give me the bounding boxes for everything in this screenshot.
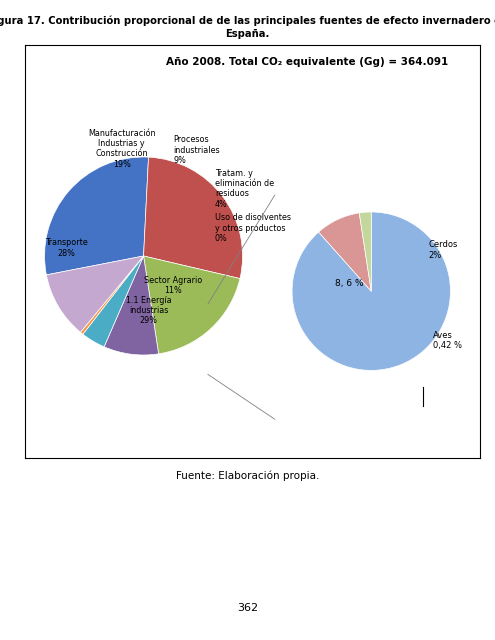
Text: 362: 362 (237, 603, 258, 613)
Text: Procesos
industriales
9%: Procesos industriales 9% (173, 135, 220, 165)
Wedge shape (359, 212, 371, 291)
Text: Figura 17. Contribución proporcional de de las principales fuentes de efecto inv: Figura 17. Contribución proporcional de … (0, 16, 495, 26)
Wedge shape (83, 256, 144, 347)
Wedge shape (47, 256, 144, 332)
Text: Aves
0,42 %: Aves 0,42 % (433, 331, 462, 350)
Text: España.: España. (225, 29, 270, 39)
Wedge shape (144, 157, 243, 278)
Wedge shape (292, 212, 450, 371)
Text: Manufacturación
Industrias y
Construcción
19%: Manufacturación Industrias y Construcció… (88, 129, 155, 169)
Wedge shape (104, 256, 158, 355)
Wedge shape (144, 256, 240, 354)
Wedge shape (45, 157, 148, 275)
Text: 1.1 Energía
industrias
29%: 1.1 Energía industrias 29% (126, 296, 171, 325)
Wedge shape (319, 213, 371, 291)
Wedge shape (81, 256, 144, 334)
Text: Año 2008. Total CO₂ equivalente (Gg) = 364.091: Año 2008. Total CO₂ equivalente (Gg) = 3… (166, 57, 448, 67)
Text: Tratam. y
eliminación de
residuos
4%: Tratam. y eliminación de residuos 4% (215, 168, 274, 209)
Text: Fuente: Elaboración propia.: Fuente: Elaboración propia. (176, 470, 319, 481)
Text: Uso de disolventes
y otros productos
0%: Uso de disolventes y otros productos 0% (215, 213, 291, 243)
Text: Sector Agrario
11%: Sector Agrario 11% (144, 276, 202, 296)
Text: Cerdos
2%: Cerdos 2% (428, 240, 458, 260)
Text: Transporte
28%: Transporte 28% (45, 238, 88, 258)
Text: 8, 6 %: 8, 6 % (335, 279, 363, 288)
